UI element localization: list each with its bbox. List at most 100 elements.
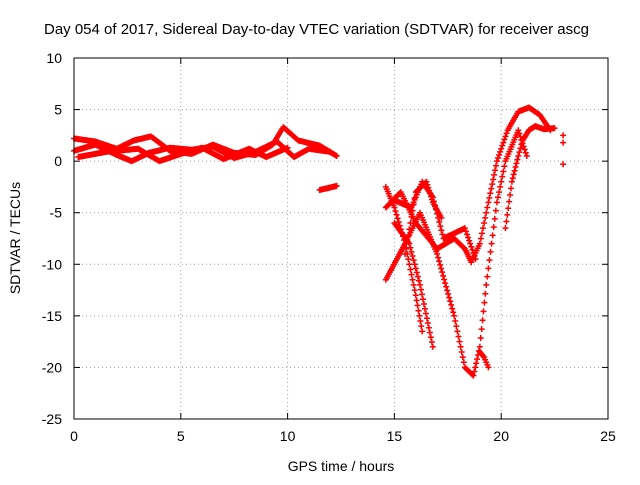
data-point <box>471 368 478 375</box>
data-point <box>492 162 499 169</box>
data-point <box>424 319 431 326</box>
data-point <box>410 257 417 264</box>
data-point <box>438 227 445 234</box>
data-point <box>473 360 480 367</box>
series-sat-m <box>560 132 567 168</box>
data-point <box>447 298 454 305</box>
y-axis-label: SDTVAR / TECUs <box>7 182 23 294</box>
plot-frame <box>73 57 609 420</box>
data-point <box>521 146 528 153</box>
data-point <box>516 130 523 137</box>
chart-title: Day 054 of 2017, Sidereal Day-to-day VTE… <box>44 21 589 38</box>
x-axis-label: GPS time / hours <box>288 458 395 474</box>
data-point <box>464 231 471 238</box>
data-point <box>427 334 434 341</box>
data-point <box>422 310 429 317</box>
data-point <box>494 155 501 162</box>
data-point <box>418 323 425 330</box>
data-point <box>408 271 415 278</box>
data-point <box>394 215 401 222</box>
data-point <box>486 257 493 264</box>
series-sat-g <box>382 127 530 379</box>
x-tick-label: 0 <box>70 428 78 444</box>
data-point <box>482 214 489 221</box>
data-point <box>415 277 422 284</box>
data-point <box>448 301 455 308</box>
data-points <box>71 104 567 379</box>
data-point <box>476 343 483 350</box>
data-point <box>451 312 458 319</box>
data-point <box>498 145 505 152</box>
data-point <box>480 308 487 315</box>
data-point <box>419 291 426 298</box>
data-point <box>484 273 491 280</box>
series-sat-k <box>476 348 492 371</box>
data-point <box>417 281 424 288</box>
data-point <box>442 280 449 287</box>
data-point <box>470 249 477 256</box>
data-point <box>393 211 400 218</box>
data-point <box>423 178 430 185</box>
data-point <box>485 265 492 272</box>
data-point <box>507 192 514 199</box>
data-point <box>419 296 426 303</box>
data-point <box>504 211 511 218</box>
data-point <box>503 218 510 225</box>
data-point <box>488 240 495 247</box>
data-point <box>479 317 486 324</box>
data-point <box>477 235 484 242</box>
data-point <box>472 364 479 371</box>
y-tick-label: -5 <box>50 205 63 221</box>
data-point <box>424 181 431 188</box>
data-point <box>452 318 459 325</box>
data-point <box>409 207 416 214</box>
data-point <box>485 364 492 371</box>
data-point <box>407 220 414 227</box>
data-point <box>407 266 414 273</box>
data-point <box>468 243 475 250</box>
data-point <box>440 272 447 279</box>
data-point <box>523 152 530 159</box>
data-point <box>489 181 496 188</box>
data-point <box>496 151 503 158</box>
data-point <box>413 269 420 276</box>
data-point <box>501 136 508 143</box>
data-point <box>469 246 476 253</box>
data-point <box>486 194 493 201</box>
data-point <box>493 158 500 165</box>
data-point <box>522 149 529 156</box>
data-point <box>408 248 415 255</box>
data-point <box>411 287 418 294</box>
data-point <box>560 132 567 139</box>
data-point <box>494 194 501 201</box>
data-point <box>395 218 402 225</box>
series-sat-d <box>316 182 340 194</box>
data-point <box>502 225 509 232</box>
x-tick-label: 10 <box>280 428 296 444</box>
x-tick-label: 5 <box>177 428 185 444</box>
data-point <box>438 214 445 221</box>
data-point <box>425 324 432 331</box>
data-point <box>436 218 443 225</box>
data-point <box>515 152 522 159</box>
data-point <box>421 305 428 312</box>
data-point <box>428 339 435 346</box>
data-point <box>492 207 499 214</box>
data-point <box>428 196 435 203</box>
data-point <box>418 286 425 293</box>
data-point <box>417 318 424 325</box>
data-point <box>498 178 505 185</box>
data-point <box>420 300 427 307</box>
data-point <box>402 250 409 257</box>
data-point <box>478 326 485 333</box>
data-point <box>405 232 412 239</box>
data-point <box>458 348 465 355</box>
data-point <box>443 283 450 290</box>
y-tick-label: 10 <box>46 50 62 66</box>
data-point <box>415 307 422 314</box>
data-point <box>441 276 448 283</box>
data-point <box>408 213 415 220</box>
data-point <box>499 173 506 180</box>
data-point <box>438 265 445 272</box>
